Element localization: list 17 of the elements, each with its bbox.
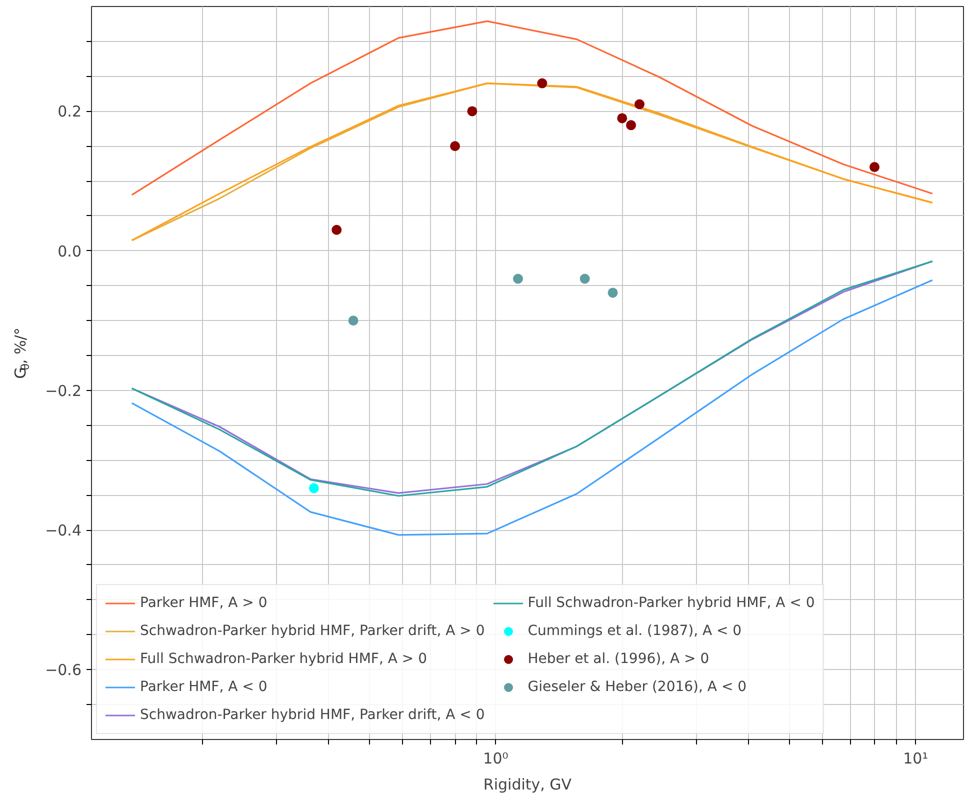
y-tick-label: 0.0 [58,242,82,260]
y-tick-label: −0.2 [45,382,82,400]
legend-label: Full Schwadron-Parker hybrid HMF, A < 0 [528,594,815,612]
y-tick-label: −0.6 [45,661,82,680]
legend-label: Cummings et al. (1987), A < 0 [528,622,742,640]
x-axis-title: Rigidity, GV [483,776,572,794]
legend-label: Schwadron-Parker hybrid HMF, Parker drift, A > 0 [140,622,485,640]
legend-label: Heber et al. (1996), A > 0 [528,650,710,668]
x-tick-label: 10⁰ [483,750,508,768]
legend-label: Gieseler & Heber (2016), A < 0 [528,678,747,696]
legend-label: Full Schwadron-Parker hybrid HMF, A > 0 [140,650,427,668]
legend-label: Schwadron-Parker hybrid HMF, Parker drift, A < 0 [140,706,485,724]
legend-label: Parker HMF, A < 0 [140,678,268,696]
y-tick-label: 0.2 [58,102,82,121]
y-tick-label: −0.4 [45,522,82,540]
legend-label: Parker HMF, A > 0 [140,594,268,612]
x-tick-label: 10¹ [903,750,928,768]
